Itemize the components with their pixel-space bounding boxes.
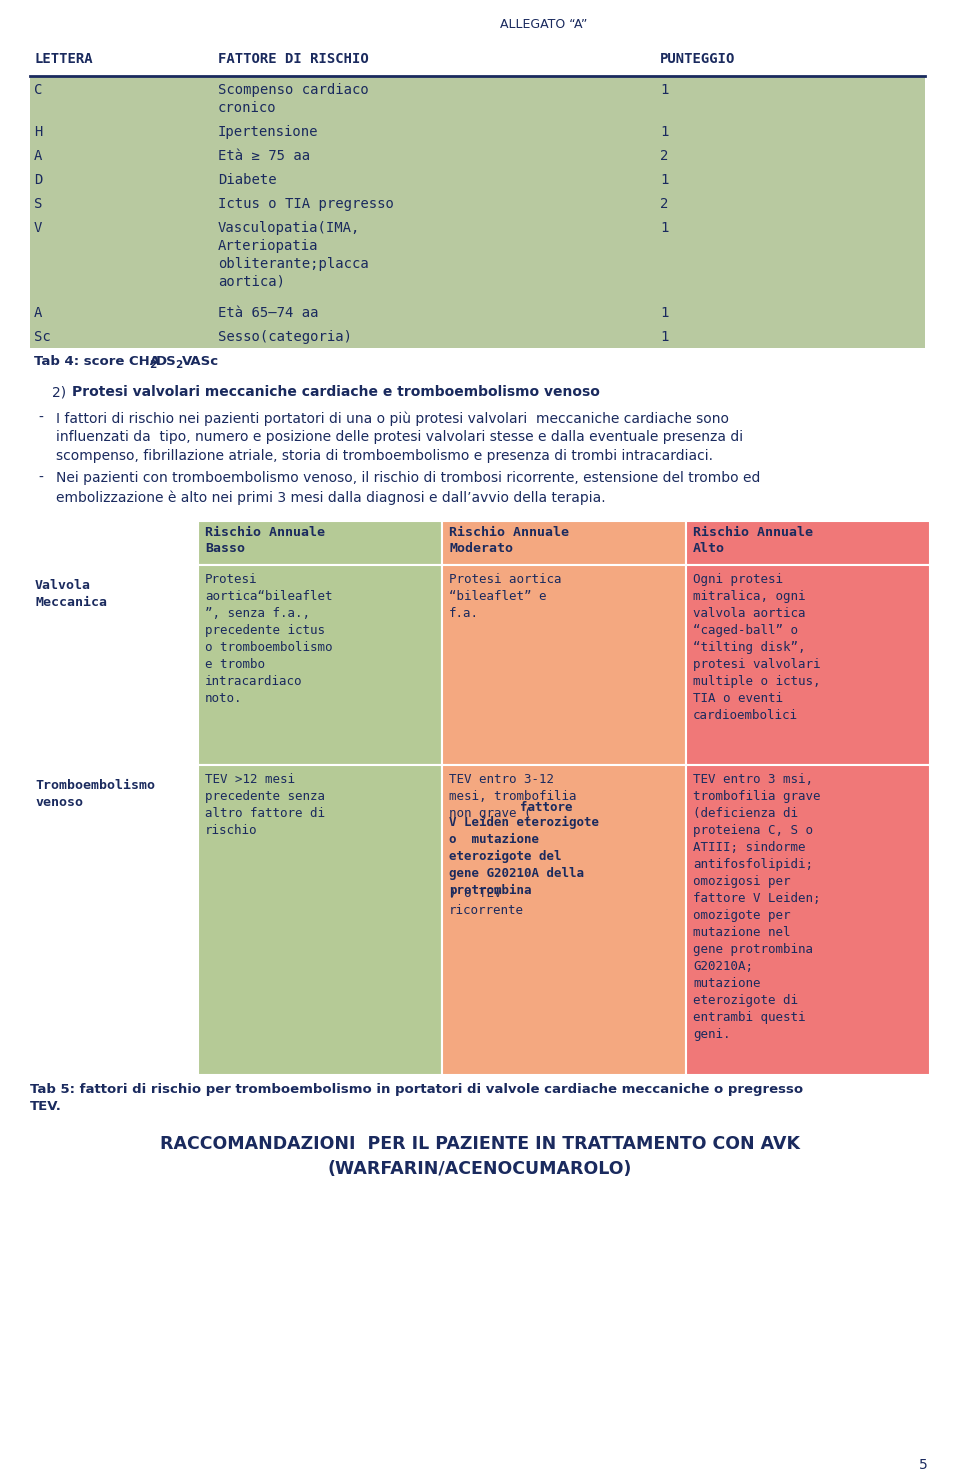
Bar bbox=[686, 521, 930, 565]
Text: TEV entro 3-12
mesi, trombofilia
non grave (: TEV entro 3-12 mesi, trombofilia non gra… bbox=[449, 773, 577, 821]
Text: ALLEGATO “A”: ALLEGATO “A” bbox=[500, 18, 588, 31]
Text: A: A bbox=[34, 306, 42, 320]
Text: Tromboembolismo
venoso: Tromboembolismo venoso bbox=[35, 779, 155, 809]
Text: 2: 2 bbox=[149, 360, 156, 370]
Text: Ogni protesi
mitralica, ogni
valvola aortica
“caged-ball” o
“tilting disk”,
prot: Ogni protesi mitralica, ogni valvola aor… bbox=[693, 573, 821, 722]
Text: I fattori di rischio nei pazienti portatori di una o più protesi valvolari  mecc: I fattori di rischio nei pazienti portat… bbox=[56, 410, 743, 463]
Text: H: H bbox=[34, 125, 42, 139]
Text: Ipertensione: Ipertensione bbox=[218, 125, 319, 139]
Text: RACCOMANDAZIONI  PER IL PAZIENTE IN TRATTAMENTO CON AVK
(WARFARIN/ACENOCUMAROLO): RACCOMANDAZIONI PER IL PAZIENTE IN TRATT… bbox=[160, 1135, 800, 1178]
Text: Sesso(categoria): Sesso(categoria) bbox=[218, 331, 352, 344]
Text: 1: 1 bbox=[660, 306, 668, 320]
Text: 1: 1 bbox=[660, 221, 668, 235]
Bar bbox=[442, 765, 686, 1075]
Text: Diabete: Diabete bbox=[218, 173, 276, 187]
Text: -: - bbox=[38, 410, 43, 425]
Text: fattore: fattore bbox=[520, 801, 573, 815]
Text: 5: 5 bbox=[920, 1458, 928, 1472]
Text: Vasculopatia(IMA,
Arteriopatia
obliterante;placca
aortica): Vasculopatia(IMA, Arteriopatia obliteran… bbox=[218, 221, 369, 288]
Text: FATTORE DI RISCHIO: FATTORE DI RISCHIO bbox=[218, 52, 369, 66]
Bar bbox=[198, 765, 442, 1075]
Text: 2): 2) bbox=[52, 385, 66, 399]
Text: Protesi valvolari meccaniche cardiache e tromboembolismo venoso: Protesi valvolari meccaniche cardiache e… bbox=[72, 385, 600, 399]
Text: Protesi
aortica“bileaflet
”, senza f.a.,
precedente ictus
o tromboembolismo
e tr: Protesi aortica“bileaflet ”, senza f.a.,… bbox=[205, 573, 332, 706]
Text: ) o TEV
ricorrente: ) o TEV ricorrente bbox=[449, 887, 524, 917]
Text: Sc: Sc bbox=[34, 331, 51, 344]
Text: 2: 2 bbox=[660, 149, 668, 162]
Text: Protesi aortica
“bileaflet” e
f.a.: Protesi aortica “bileaflet” e f.a. bbox=[449, 573, 562, 620]
Text: 2: 2 bbox=[660, 196, 668, 211]
Text: 1: 1 bbox=[660, 173, 668, 187]
Text: VASc: VASc bbox=[182, 356, 219, 368]
Bar bbox=[198, 565, 442, 765]
Text: PUNTEGGIO: PUNTEGGIO bbox=[660, 52, 735, 66]
Text: Rischio Annuale
Basso: Rischio Annuale Basso bbox=[205, 525, 325, 555]
Text: Tab 5: fattori di rischio per tromboembolismo in portatori di valvole cardiache : Tab 5: fattori di rischio per tromboembo… bbox=[30, 1083, 804, 1113]
Text: LETTERA: LETTERA bbox=[34, 52, 92, 66]
Text: Rischio Annuale
Alto: Rischio Annuale Alto bbox=[693, 525, 813, 555]
Text: C: C bbox=[34, 83, 42, 97]
Bar bbox=[686, 765, 930, 1075]
Text: Ictus o TIA pregresso: Ictus o TIA pregresso bbox=[218, 196, 394, 211]
Bar bbox=[442, 521, 686, 565]
Bar bbox=[30, 77, 925, 348]
Text: Valvola
Meccanica: Valvola Meccanica bbox=[35, 579, 107, 610]
Bar bbox=[198, 521, 442, 565]
Text: Età 65–74 aa: Età 65–74 aa bbox=[218, 306, 319, 320]
Text: S: S bbox=[34, 196, 42, 211]
Text: TEV entro 3 msi,
trombofilia grave
(deficienza di
proteiena C, S o
ATIII; sindor: TEV entro 3 msi, trombofilia grave (defi… bbox=[693, 773, 821, 1041]
Text: TEV >12 mesi
precedente senza
altro fattore di
rischio: TEV >12 mesi precedente senza altro fatt… bbox=[205, 773, 325, 837]
Text: Nei pazienti con tromboembolismo venoso, il rischio di trombosi ricorrente, este: Nei pazienti con tromboembolismo venoso,… bbox=[56, 471, 760, 505]
Text: Età ≥ 75 aa: Età ≥ 75 aa bbox=[218, 149, 310, 162]
Text: -: - bbox=[38, 471, 43, 486]
Text: 1: 1 bbox=[660, 331, 668, 344]
Text: 2: 2 bbox=[175, 360, 182, 370]
Text: Rischio Annuale
Moderato: Rischio Annuale Moderato bbox=[449, 525, 569, 555]
Text: D: D bbox=[34, 173, 42, 187]
Text: A: A bbox=[34, 149, 42, 162]
Text: V Leiden eterozigote
o  mutazione
eterozigote del
gene G20210A della
protrombina: V Leiden eterozigote o mutazione eterozi… bbox=[449, 816, 599, 897]
Text: V: V bbox=[34, 221, 42, 235]
Text: Scompenso cardiaco
cronico: Scompenso cardiaco cronico bbox=[218, 83, 369, 115]
Text: 1: 1 bbox=[660, 125, 668, 139]
Bar bbox=[686, 565, 930, 765]
Text: Tab 4: score CHA: Tab 4: score CHA bbox=[34, 356, 160, 368]
Bar bbox=[442, 565, 686, 765]
Text: DS: DS bbox=[156, 356, 177, 368]
Text: 1: 1 bbox=[660, 83, 668, 97]
